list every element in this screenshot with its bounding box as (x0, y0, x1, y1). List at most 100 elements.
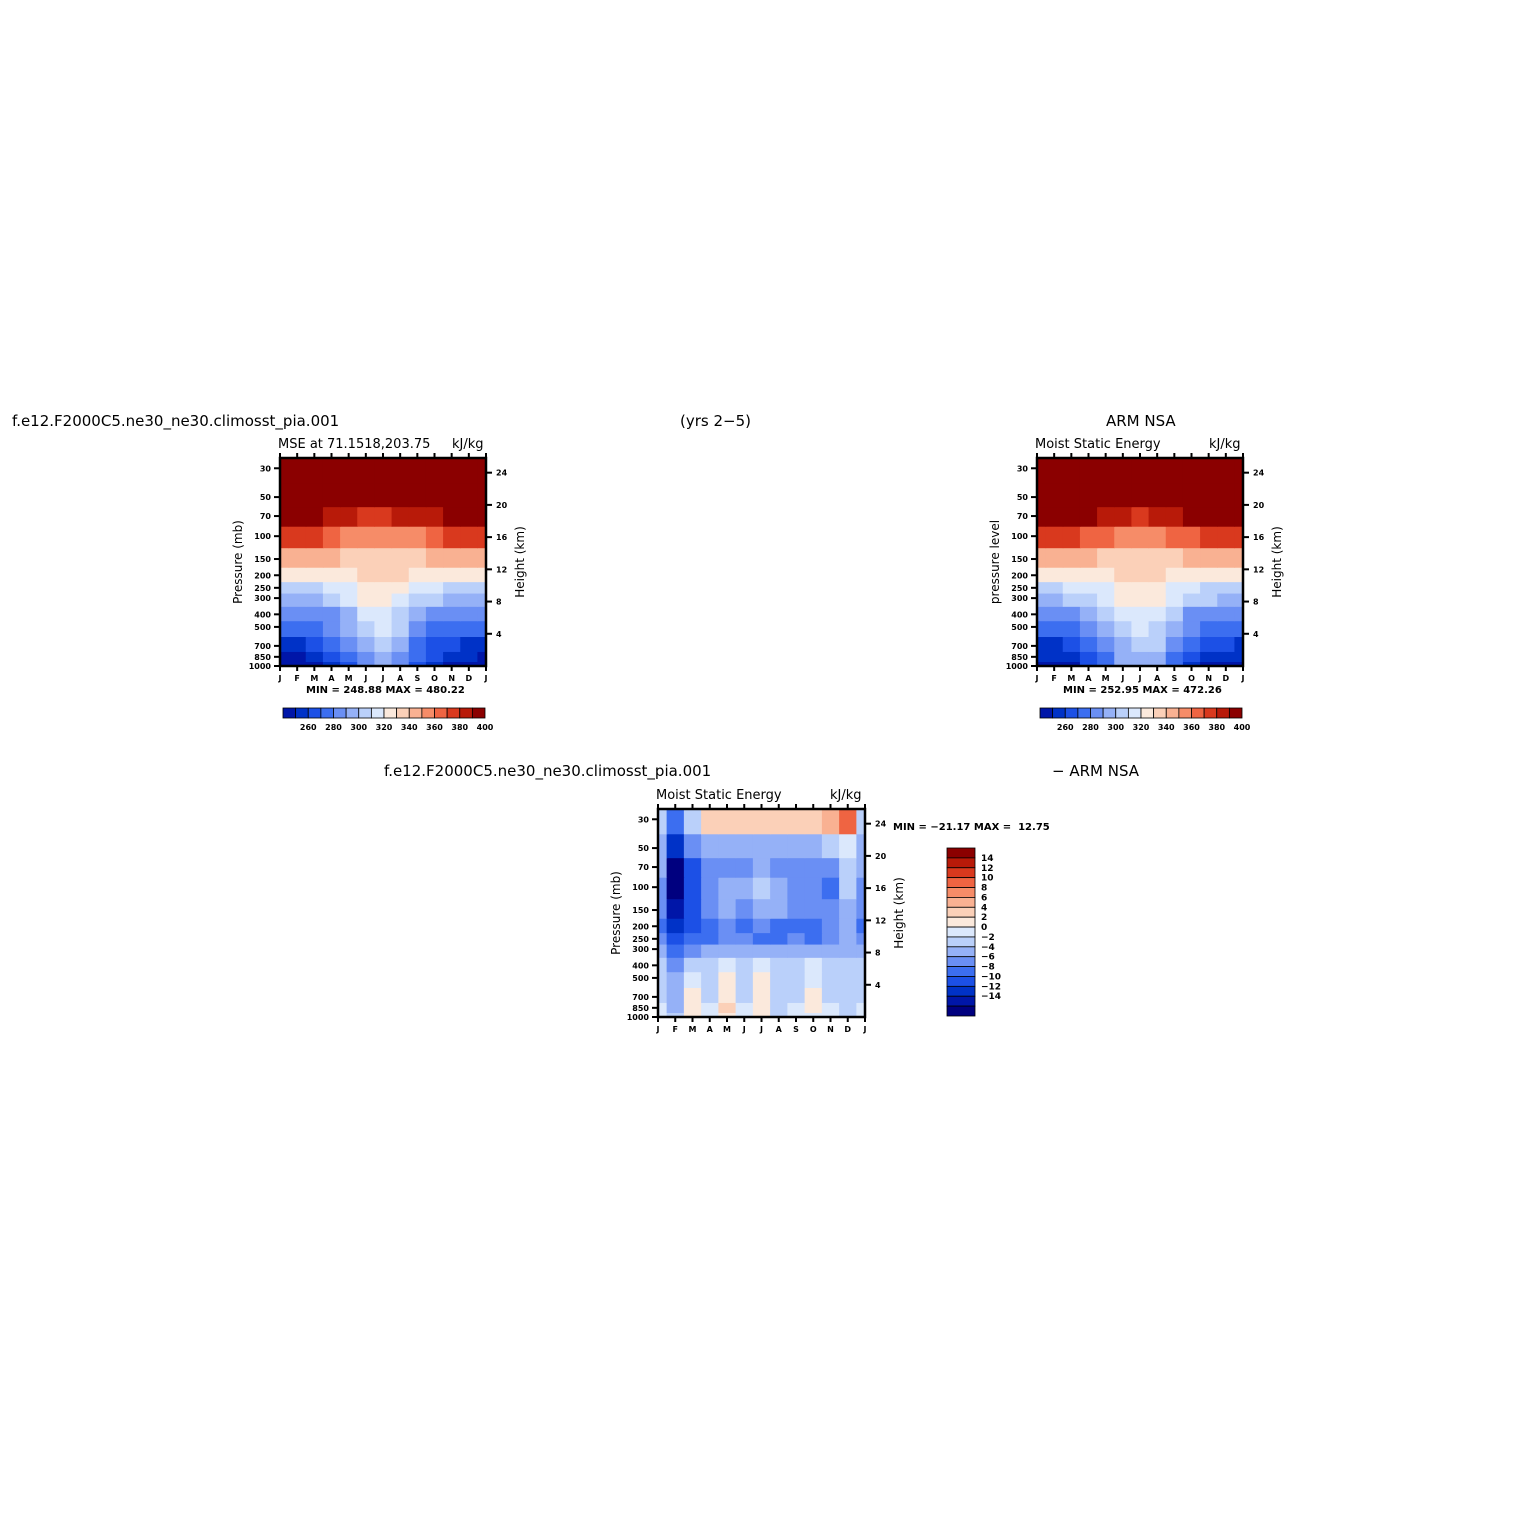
contour-cell (658, 918, 668, 934)
colorbar-label: 260 (300, 723, 317, 732)
contour-cell (288, 547, 307, 568)
contour-cell (1131, 547, 1150, 568)
contour-cell (305, 606, 324, 622)
x-tick-label: N (1205, 674, 1212, 683)
contour-cell (735, 1002, 754, 1014)
colorbar-swatch (946, 1005, 976, 1017)
contour-cell (718, 809, 737, 835)
contour-cell (280, 482, 290, 508)
contour-cell (305, 526, 324, 549)
contour-cell (1114, 482, 1133, 508)
contour-cell (683, 1002, 702, 1014)
contour-cell (804, 957, 823, 973)
y-tick-label: 250 (254, 584, 271, 593)
contour-cell (701, 1012, 719, 1018)
contour-cell (408, 458, 427, 484)
colorbar-label: 300 (350, 723, 367, 732)
contour-cell (821, 1012, 840, 1018)
contour-cell (752, 1012, 771, 1018)
contour-cell (1200, 581, 1218, 594)
contour-cell (683, 857, 702, 878)
x-tick-label: J (863, 1025, 867, 1034)
contour-cell (1037, 661, 1047, 667)
contour-cell (1037, 592, 1047, 607)
x-tick-label: J (381, 674, 385, 683)
contour-cell (391, 651, 410, 663)
contour-cell (374, 482, 393, 508)
x-tick-label: F (673, 1025, 678, 1034)
contour-cell (787, 957, 806, 973)
y2-tick-label: 24 (496, 469, 508, 478)
contour-cell (856, 1002, 866, 1014)
colorbar-swatch (408, 707, 423, 719)
x-tick-label: J (1138, 674, 1142, 683)
colorbar-swatch (383, 707, 398, 719)
x-tick-label: F (1051, 674, 1056, 683)
contour-cell (1148, 606, 1167, 622)
colorbar-swatch (946, 916, 976, 928)
colorbar-swatch (1228, 707, 1243, 719)
contour-cell (856, 971, 866, 989)
contour-cell (1037, 506, 1047, 527)
contour-cell (839, 943, 857, 958)
contour-cell (322, 636, 341, 652)
contour-cell (477, 547, 487, 568)
contour-cell (1062, 458, 1081, 484)
contour-cell (460, 581, 479, 594)
contour-cell (374, 636, 393, 652)
contour-cell (1097, 567, 1115, 583)
contour-cell (460, 620, 479, 638)
colorbar-swatch (1115, 707, 1129, 719)
colorbar-label: 4 (981, 903, 987, 913)
contour-cell (443, 506, 461, 527)
contour-cell (288, 506, 307, 527)
contour-cell (1097, 606, 1115, 622)
y2-tick-label: 8 (1253, 598, 1259, 607)
contour-cell (658, 809, 668, 835)
y-tick-label: 50 (260, 493, 272, 502)
colorbar-swatch (1165, 707, 1180, 719)
contour-cell (856, 987, 866, 1003)
contour-cell (666, 1002, 685, 1014)
contour-cell (718, 857, 737, 878)
contour-cell (288, 661, 307, 667)
colorbar-swatch (1153, 707, 1167, 719)
contour-cell (1165, 581, 1184, 594)
y-tick-label: 1000 (249, 662, 272, 671)
colorbar-label: 400 (1234, 723, 1251, 732)
obs-panel-title: Moist Static Energy (1035, 437, 1161, 452)
contour-cell (477, 661, 487, 667)
contour-cell (718, 877, 737, 900)
contour-cell (425, 482, 444, 508)
contour-cell (357, 581, 376, 594)
contour-cell (460, 606, 479, 622)
contour-cell (1234, 581, 1244, 594)
contour-cell (1097, 592, 1115, 607)
contour-cell (787, 877, 806, 900)
contour-cell (322, 567, 341, 583)
contour-cell (408, 547, 427, 568)
contour-cell (1079, 458, 1098, 484)
contour-cell (1148, 651, 1167, 663)
contour-cell (1131, 567, 1150, 583)
contour-cell (391, 547, 410, 568)
colorbar-swatch (1127, 707, 1142, 719)
contour-cell (477, 620, 487, 638)
contour-cell (477, 526, 487, 549)
contour-cell (288, 482, 307, 508)
colorbar-label: −4 (981, 943, 995, 953)
contour-cell (443, 547, 461, 568)
y-tick-label: 400 (632, 961, 649, 970)
contour-cell (1182, 636, 1201, 652)
colorbar-label: −6 (981, 953, 995, 963)
y2-tick-label: 24 (1253, 469, 1265, 478)
contour-cell (770, 957, 788, 973)
contour-cell (357, 547, 376, 568)
contour-cell (288, 581, 307, 594)
y2-tick-label: 12 (875, 916, 886, 925)
contour-cell (477, 636, 487, 652)
x-tick-label: M (1102, 674, 1110, 683)
colorbar-label: 8 (981, 884, 987, 894)
colorbar-swatch (282, 707, 297, 719)
contour-cell (305, 506, 324, 527)
